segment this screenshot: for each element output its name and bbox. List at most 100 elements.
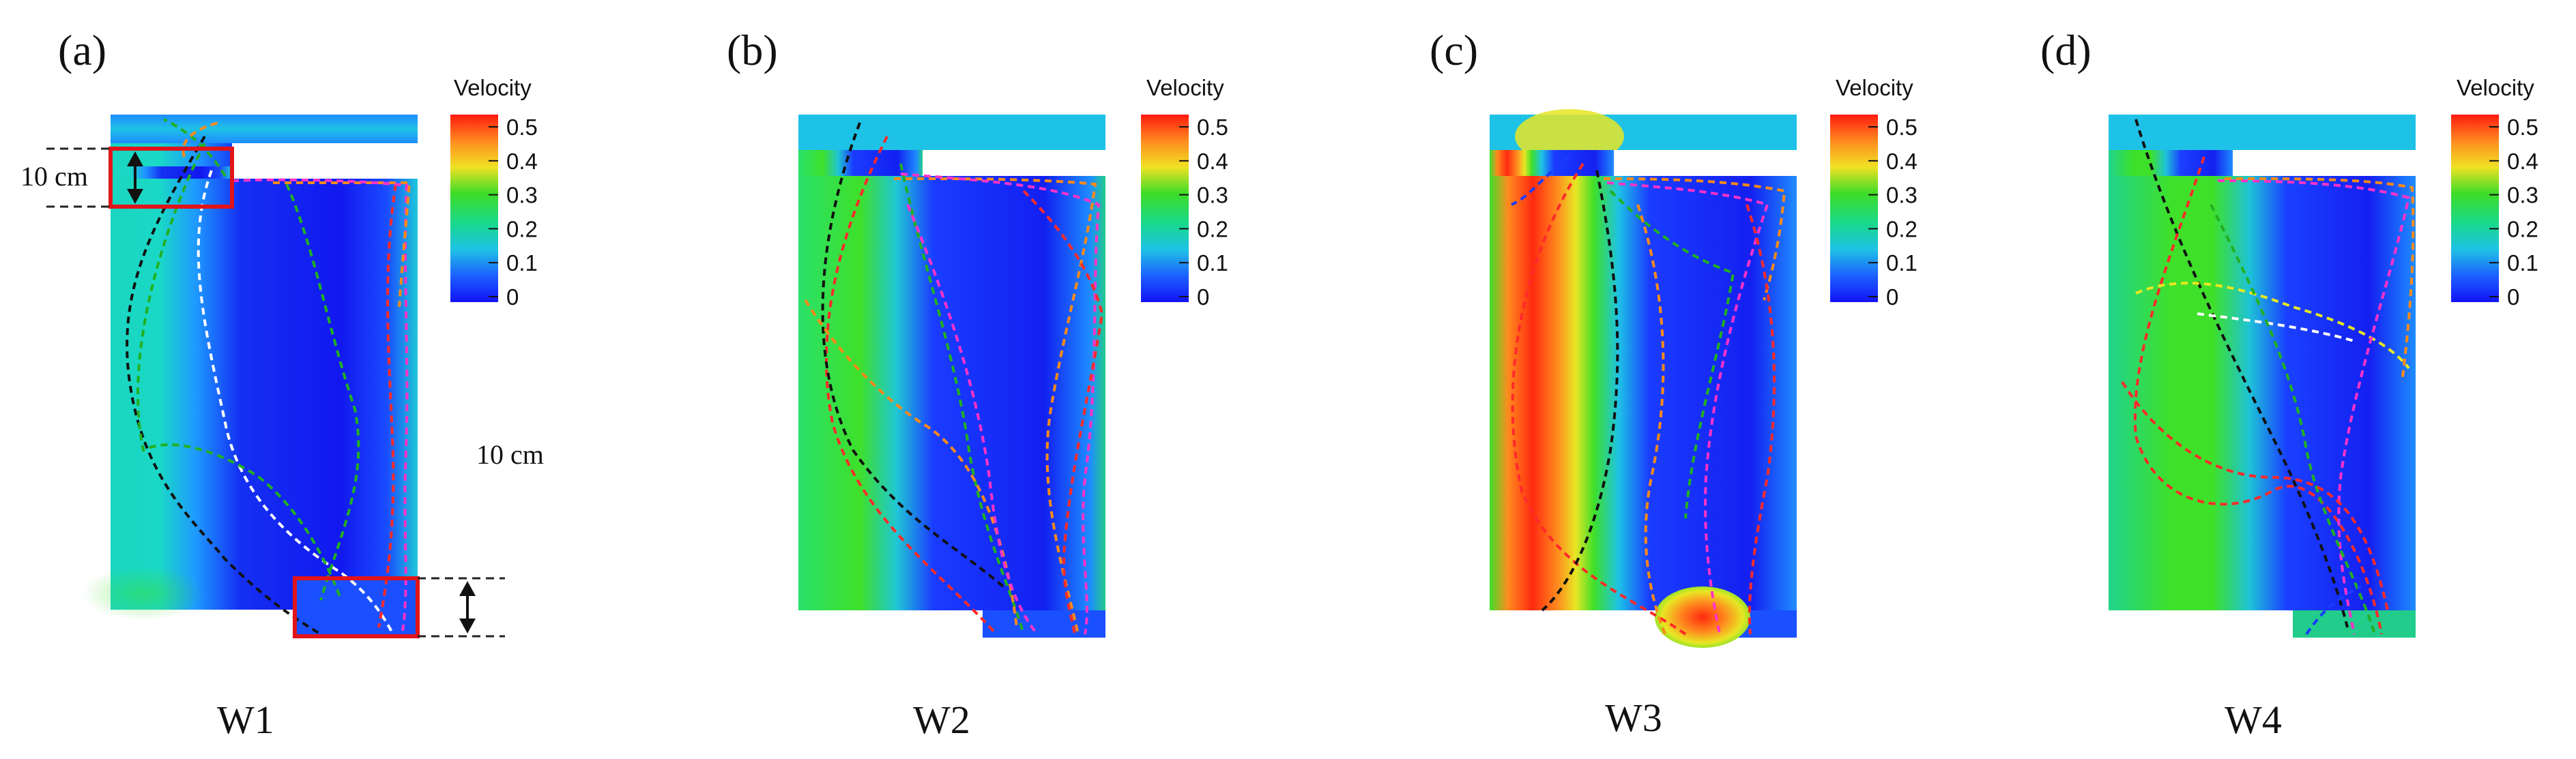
legend-tick-label: 0.3 (1886, 183, 1917, 208)
legend-tick-label: 0.1 (2507, 250, 2538, 276)
panel-label-d: (d) (2040, 26, 2092, 74)
panel-label-c: (c) (1430, 26, 1478, 74)
arrow-head-up (459, 581, 476, 596)
legend-colorbar (2451, 115, 2499, 302)
legend-colorbar (450, 115, 498, 302)
trajectory (1511, 162, 1687, 636)
legend-tick-label: 0.3 (1197, 183, 1228, 208)
outlet-annotation: 10 cm (293, 439, 544, 638)
trajectory (900, 173, 1101, 635)
inlet-wall (232, 143, 418, 179)
trajectory (136, 143, 343, 601)
inlet-channel (798, 115, 1105, 150)
trajectory (906, 204, 1039, 636)
trajectory (231, 178, 409, 187)
outlet-channel (295, 578, 418, 634)
case-label-w4: W4 (2225, 698, 2282, 742)
legend-ticks: 0.5 0.4 0.3 0.2 0.1 0 (2489, 115, 2538, 310)
outlet-highlight-box (293, 576, 420, 638)
panel-label-b: (b) (727, 26, 778, 74)
trajectory (1541, 170, 1619, 612)
legend-title: Velocity (1836, 75, 1913, 100)
trajectories-w1 (126, 118, 411, 636)
legend-tick-label: 0 (506, 284, 519, 310)
legend-c: Velocity 0.5 0.4 0.3 0.2 0.1 0 (1830, 75, 1917, 310)
inlet-channel (2109, 115, 2416, 150)
trajectory (401, 183, 409, 631)
legend-tick-label: 0.1 (506, 250, 538, 276)
legend-tick-label: 0 (2507, 284, 2519, 310)
legend-tick-label: 0.1 (1886, 250, 1917, 276)
panel-b: (b) Velocity 0.5 0.4 0.3 0.2 0.1 0 W2 (727, 26, 1228, 742)
legend-tick-label: 0.5 (2507, 115, 2538, 140)
legend-tick-label: 0.2 (1197, 216, 1228, 241)
case-label-w2: W2 (913, 698, 970, 742)
trajectories-w3 (1511, 155, 1786, 636)
legend-tick-label: 0.5 (1886, 115, 1917, 140)
trajectory (899, 163, 1025, 635)
panel-a: (a) 10 c (20, 26, 544, 742)
domain-right (1490, 176, 1797, 610)
panel-c: (c) Velocity 0.5 0.4 0.3 0.2 0.1 0 W3 (1430, 26, 1917, 740)
legend-tick-label: 0 (1886, 284, 1898, 310)
legend-tick-label: 0 (1197, 284, 1209, 310)
trajectory (285, 183, 360, 601)
case-label-w3: W3 (1605, 696, 1662, 740)
trajectory (377, 183, 397, 628)
jet-glow (82, 566, 205, 621)
arrow-head-down (459, 619, 476, 634)
legend-tick-label: 0.5 (1197, 115, 1228, 140)
legend-tick-label: 0.4 (506, 149, 538, 174)
legend-tick-label: 0.4 (2507, 149, 2538, 174)
trajectory (1609, 190, 1735, 519)
legend-ticks: 0.5 0.4 0.3 0.2 0.1 0 (489, 115, 538, 310)
legend-tick-label: 0.5 (506, 115, 538, 140)
legend-tick-label: 0.2 (2507, 216, 2538, 241)
legend-d: Velocity 0.5 0.4 0.3 0.2 0.1 0 (2451, 75, 2538, 310)
legend-colorbar (1830, 115, 1878, 302)
inlet-highlight-box (108, 147, 234, 209)
trajectory (2224, 177, 2415, 383)
inlet-dimension-label: 10 cm (20, 161, 88, 192)
legend-tick-label: 0.3 (2507, 183, 2538, 208)
trajectory (1746, 204, 1776, 635)
case-label-w1: W1 (217, 698, 274, 742)
trajectory (1606, 181, 1769, 635)
legend-ticks: 0.5 0.4 0.3 0.2 0.1 0 (1179, 115, 1228, 310)
legend-title: Velocity (454, 75, 532, 100)
inlet-annotation: 10 cm (20, 147, 234, 209)
trajectory (2121, 381, 2390, 614)
trajectory (1022, 190, 1104, 635)
inlet-channel (111, 115, 418, 143)
legend-b: Velocity 0.5 0.4 0.3 0.2 0.1 0 (1141, 75, 1228, 310)
trajectory (2135, 282, 2410, 370)
domain-right (798, 176, 1105, 610)
legend-tick-label: 0.2 (1886, 216, 1917, 241)
arrow-head-up (127, 151, 143, 166)
inlet-wall (1614, 150, 1797, 176)
trajectory (197, 170, 394, 634)
trajectory (1636, 204, 1666, 635)
trajectory (2217, 179, 2411, 635)
trajectory (182, 121, 219, 158)
legend-a: Velocity 0.5 0.4 0.3 0.2 0.1 0 (450, 75, 538, 310)
velocity-field-w3 (1490, 109, 1797, 648)
legend-ticks: 0.5 0.4 0.3 0.2 0.1 0 (1868, 115, 1917, 310)
legend-tick-label: 0.4 (1197, 149, 1228, 174)
trajectory (2197, 312, 2355, 342)
domain-right (111, 179, 418, 610)
outlet-jet (1655, 586, 1750, 648)
legend-tick-label: 0.2 (506, 216, 538, 241)
legend-title: Velocity (1146, 75, 1224, 100)
domain-right (2109, 176, 2416, 610)
velocity-field-w1 (82, 115, 418, 634)
trajectory (2305, 585, 2362, 636)
trajectories-w2 (804, 122, 1104, 636)
inlet-wall (2233, 150, 2416, 176)
trajectory (163, 118, 227, 177)
legend-tick-label: 0.3 (506, 183, 538, 208)
trajectories-w4 (2121, 119, 2415, 636)
velocity-field-w4 (2109, 115, 2416, 638)
trajectory (2210, 204, 2376, 635)
